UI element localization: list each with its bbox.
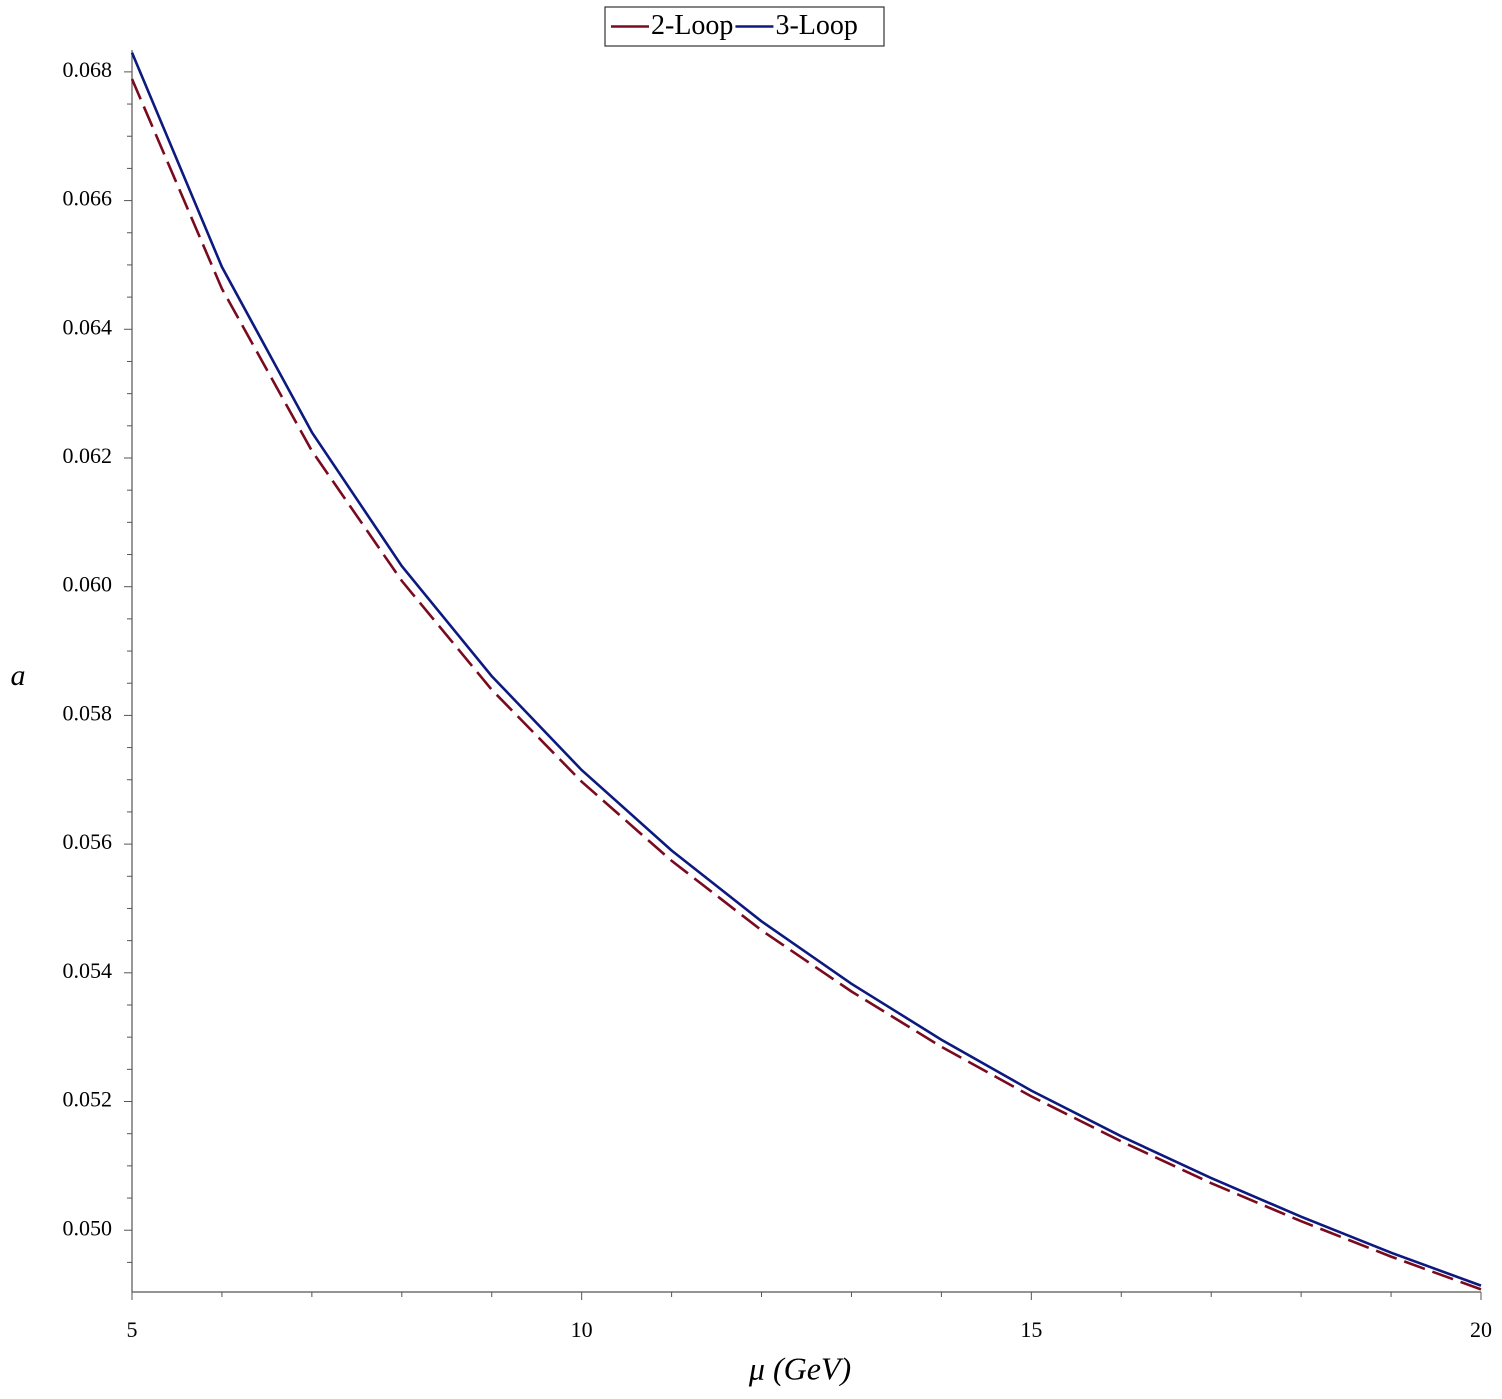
x-tick-label: 10	[571, 1317, 593, 1342]
x-axis-label: μ (GeV)	[748, 1350, 851, 1386]
legend-label: 2-Loop	[651, 10, 733, 41]
y-tick-label: 0.068	[63, 57, 113, 82]
y-axis-label: a	[11, 659, 26, 692]
x-tick-label: 15	[1020, 1317, 1042, 1342]
legend-label: 3-Loop	[775, 10, 857, 41]
y-tick-label: 0.052	[63, 1087, 113, 1112]
y-tick-label: 0.062	[63, 443, 113, 468]
x-tick-label: 5	[127, 1317, 138, 1342]
y-tick-label: 0.060	[63, 572, 113, 597]
y-tick-label: 0.056	[63, 829, 113, 854]
y-tick-label: 0.066	[63, 186, 113, 211]
y-tick-label: 0.050	[63, 1215, 113, 1240]
x-tick-label: 20	[1470, 1317, 1492, 1342]
series-line	[130, 52, 1482, 1287]
y-tick-label: 0.054	[63, 958, 113, 983]
series-line	[130, 78, 1482, 1291]
y-tick-label: 0.058	[63, 700, 113, 725]
y-tick-label: 0.064	[63, 314, 113, 339]
